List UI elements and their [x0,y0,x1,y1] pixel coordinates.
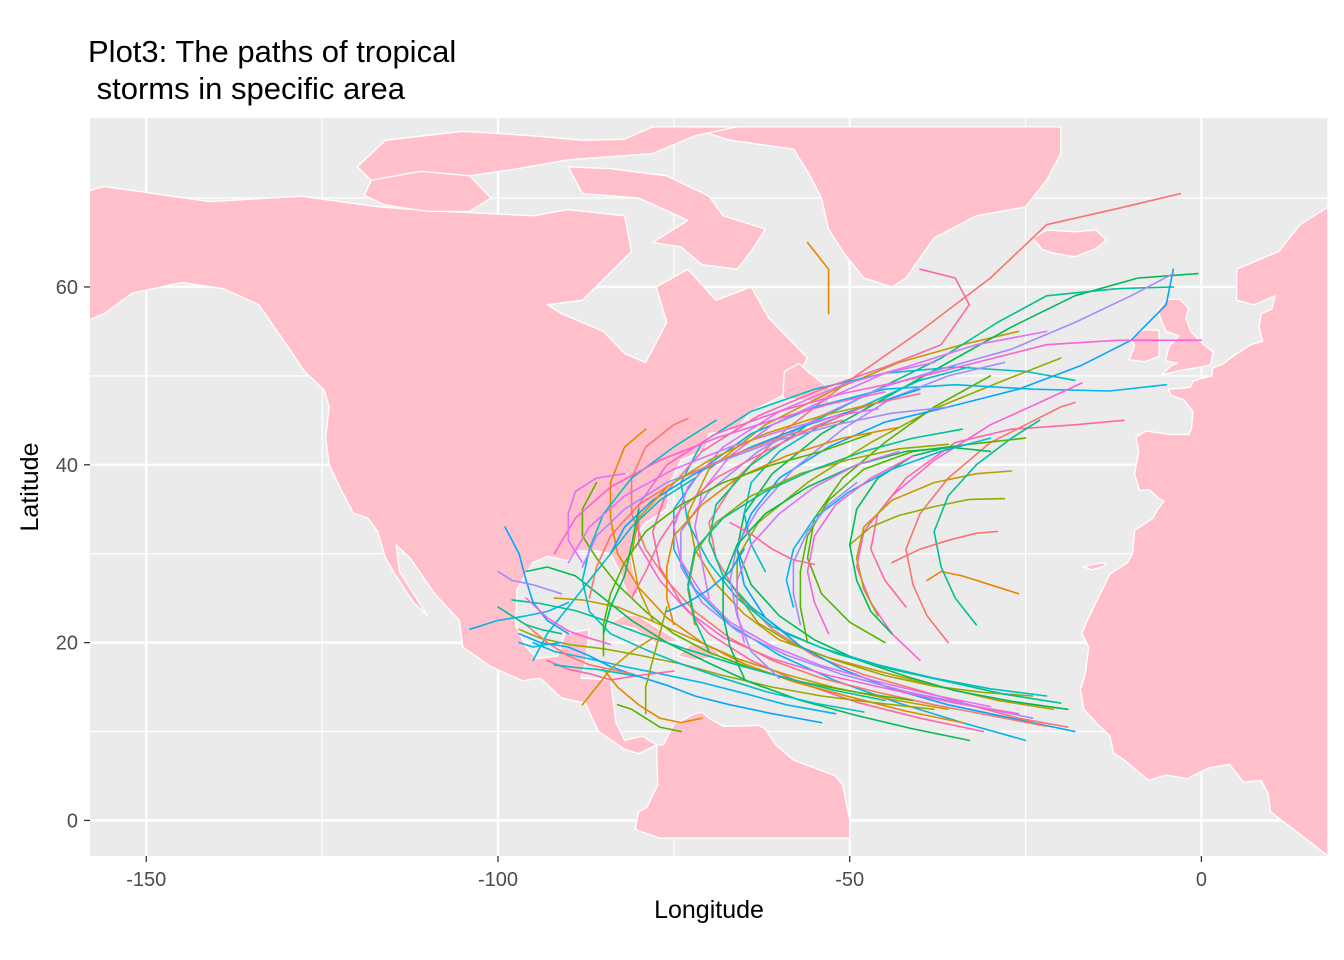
y-tick-label: 0 [67,810,78,832]
land-north-america [90,185,809,755]
storm-track [504,526,570,635]
storm-track [806,455,914,635]
storm-track [806,241,830,315]
world-map-land [90,118,1328,856]
storm-track [630,401,879,622]
land-great-britain [1157,298,1214,376]
land-baffin-island [567,166,766,270]
storm-track [666,426,900,626]
storm-track [687,428,963,653]
storm-track [602,508,640,635]
storm-track [848,497,1006,546]
y-tick-label: 60 [56,277,78,299]
storm-track [666,548,745,613]
storm-track [525,597,612,646]
storm-track [525,624,633,675]
chart-title-line-2: storms in specific area [88,71,406,106]
x-tick-label: -100 [478,869,518,891]
storm-track [518,641,563,648]
storm-track [736,268,1175,733]
storm-track [546,659,675,681]
storm-track [933,419,1041,626]
storm-tracks [469,192,1203,742]
land-cuba [602,614,681,645]
storm-track [630,392,921,599]
storm-track [708,286,1175,704]
x-tick-label: -50 [835,869,864,891]
storm-track [497,570,563,595]
storm-track [553,391,886,555]
storm-track [553,664,640,678]
storm-track [602,668,703,724]
y-tick-label: 20 [56,633,78,655]
axis-ticks: -150 -100 -50 0 0 20 40 60 [56,277,1207,891]
x-axis-title: Longitude [654,896,764,924]
storm-track [743,366,971,573]
land-iceland [1031,229,1108,258]
storm-track [588,419,844,599]
land-canary-islands [1082,561,1108,571]
storm-track [616,704,682,733]
storm-track [469,601,570,631]
storm-track [687,330,1055,711]
land-europe-and-africa [1079,118,1328,856]
storm-track [855,470,1013,617]
storm-track [497,606,563,635]
storm-track [926,570,1020,595]
storm-track [785,437,992,608]
storm-track [792,481,858,626]
storm-track [736,272,1199,711]
storm-track [891,530,999,564]
y-axis-title: Latitude [16,443,44,532]
x-tick-label: 0 [1196,869,1207,891]
chart-title-line-1: Plot3: The paths of tropical [88,34,456,69]
land-ireland [1128,328,1160,363]
storm-track [687,443,949,626]
y-tick-label: 40 [56,455,78,477]
storm-track [609,428,963,724]
storm-track [567,408,879,564]
storm-track [567,472,626,564]
storm-track [870,419,1125,608]
land-victoria-island [363,170,492,213]
land-greenland [687,126,1062,288]
storm-track [673,330,1048,708]
storm-track [581,419,865,713]
storm-track [736,450,900,644]
storm-track [581,637,654,706]
land-south-america [634,711,851,839]
storm-track [848,446,992,635]
storm-track [602,432,872,657]
storm-track [722,446,956,679]
storm-track [729,361,1006,679]
storm-track [630,417,1048,727]
storm-track [729,521,816,566]
storm-track [644,606,668,715]
storm-track [905,401,1076,644]
storm-track [581,406,949,568]
storm-track [525,566,971,742]
x-tick-label: -150 [126,869,166,891]
storm-track [532,477,696,662]
